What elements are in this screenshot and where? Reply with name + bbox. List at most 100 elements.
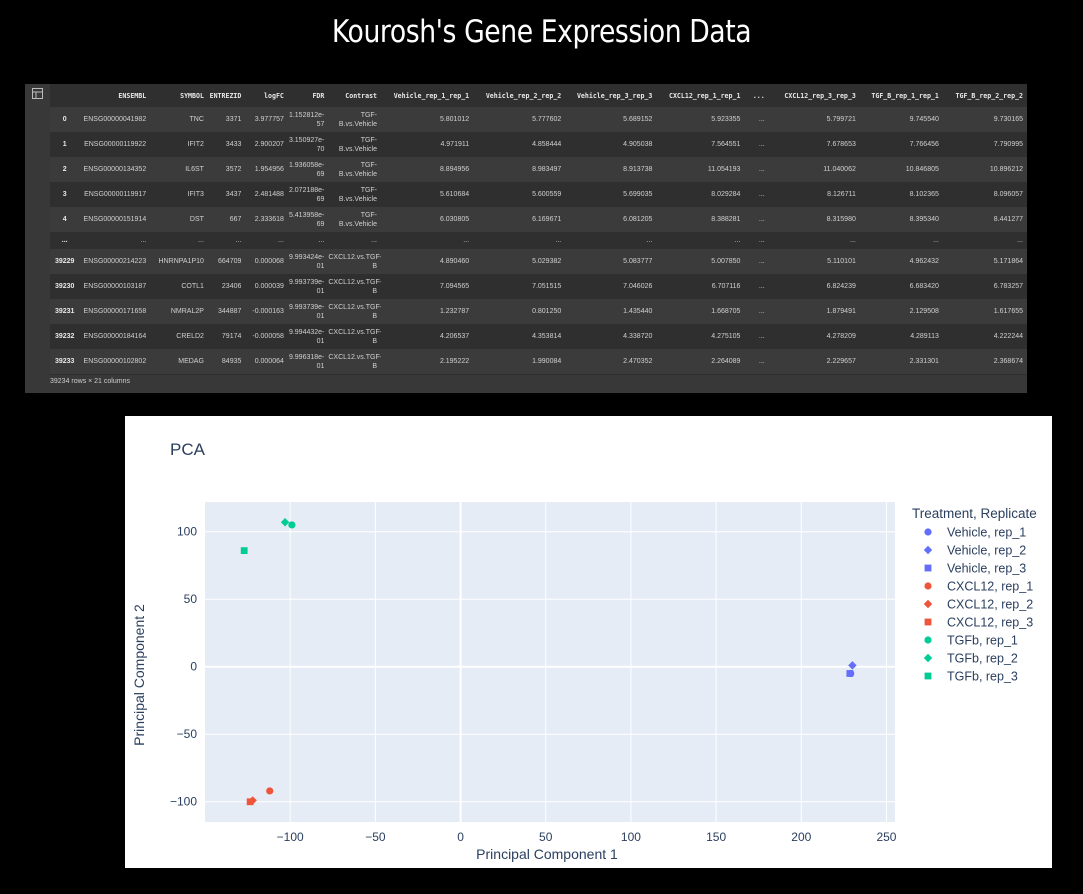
table-row: 39231 ENSG00000171658 NMRAL2P 344887 -0.0001… (50, 299, 1027, 324)
row-index: 3 (50, 182, 80, 207)
table-cell: 9.996318e-01 (287, 349, 329, 374)
legend-marker (923, 545, 933, 555)
table-cell: ENSG00000171658 (79, 299, 151, 324)
legend-title: Treatment, Replicate (912, 506, 1037, 521)
table-row: 3 ENSG00000119917 IFIT3 3437 2.481488 2.07218… (50, 182, 1027, 207)
data-point (246, 798, 254, 806)
column-header: Vehicle_rep_3_rep_3 (565, 84, 657, 107)
table-toggle-icon[interactable] (32, 88, 43, 99)
table-cell: 4.222244 (942, 324, 1027, 349)
table-row: 39232 ENSG00000184164 CRELD2 79174 -0.000058… (50, 324, 1027, 349)
table-cell: TGF-B.vs.Vehicle (328, 182, 382, 207)
legend-item-label: TGFb, rep_3 (947, 670, 1018, 684)
column-header: ENSEMBL (79, 84, 151, 107)
table-cell: 1.668705 (656, 299, 745, 324)
data-point (846, 670, 854, 677)
table-cell: ENSG00000119922 (79, 132, 151, 157)
table-cell: 4.858444 (473, 132, 566, 157)
table-cell: 8.315980 (768, 207, 860, 232)
table-cell: 4.905038 (565, 132, 657, 157)
x-tick-label: 150 (706, 830, 726, 844)
table-row: 4 ENSG00000151914 DST 667 2.333618 5.413958e-… (50, 207, 1027, 232)
legend[interactable]: Treatment, Replicate Vehicle, rep_1 Vehic… (912, 506, 1037, 684)
row-index: 4 (50, 207, 80, 232)
table-cell: 0.000039 (245, 274, 288, 299)
table-row: 39233 ENSG00000102802 MEDAG 84935 0.000064 9.… (50, 349, 1027, 374)
table-cell: 7.094565 (381, 274, 474, 299)
table-cell: TNC (150, 107, 208, 132)
table-cell: ... (245, 232, 288, 249)
table-cell: 8.126711 (768, 182, 860, 207)
table-cell: ... (150, 232, 208, 249)
table-cell: 0.000064 (245, 349, 288, 374)
table-cell: 3572 (207, 157, 246, 182)
table-cell: 8.441277 (942, 207, 1027, 232)
plot-area[interactable]: −100 −50 0 50 100 150 200 250 −100 −50 0 50 100 (170, 502, 897, 844)
table-cell: 1.617655 (942, 299, 1027, 324)
table-cell: 10.846805 (859, 157, 943, 182)
table-cell: 2.129508 (859, 299, 943, 324)
y-tick-label: 50 (184, 592, 198, 606)
table-cell: TGF-B.vs.Vehicle (328, 107, 382, 132)
table-cell: 5.777602 (473, 107, 566, 132)
data-point (288, 521, 296, 529)
table-cell: 4.275105 (656, 324, 745, 349)
table-cell: 6.169671 (473, 207, 566, 232)
table-cell: 3.977757 (245, 107, 288, 132)
dataframe-table: ENSEMBL SYMBOL ENTREZID logFC FDR Contrast Veh… (50, 84, 1027, 374)
table-cell: 2.264089 (656, 349, 745, 374)
table-cell: 344887 (207, 299, 246, 324)
table-cell: ... (942, 232, 1027, 249)
table-cell: 0.801250 (473, 299, 566, 324)
column-header: Vehicle_rep_2_rep_2 (473, 84, 566, 107)
table-cell: ... (744, 349, 769, 374)
table-cell: 6.824239 (768, 274, 860, 299)
legend-item-label: CXCL12, rep_1 (947, 580, 1033, 594)
table-cell: IL6ST (150, 157, 208, 182)
table-cell: 8.983497 (473, 157, 566, 182)
x-tick-label: 200 (791, 830, 811, 844)
table-cell: 4.289113 (859, 324, 943, 349)
y-tick-label: 0 (190, 660, 197, 674)
table-cell: ENSG00000151914 (79, 207, 151, 232)
legend-item-label: CXCL12, rep_2 (947, 598, 1033, 612)
table-cell: -0.000163 (245, 299, 288, 324)
dataframe-table-container[interactable]: ENSEMBL SYMBOL ENTREZID logFC FDR Contrast Veh… (50, 84, 1027, 375)
table-cell: ... (565, 232, 657, 249)
table-cell: COTL1 (150, 274, 208, 299)
table-cell: 7.051515 (473, 274, 566, 299)
legend-item-label: TGFb, rep_1 (947, 634, 1018, 648)
table-cell: 1.954956 (245, 157, 288, 182)
table-cell: 2.333618 (245, 207, 288, 232)
column-header: logFC (245, 84, 288, 107)
table-cell: ENSG00000134352 (79, 157, 151, 182)
table-cell: 4.962432 (859, 249, 943, 274)
table-cell: ... (744, 157, 769, 182)
x-tick-label: 250 (876, 830, 896, 844)
table-cell: -0.000058 (245, 324, 288, 349)
table-cell: ... (79, 232, 151, 249)
table-cell: NMRAL2P (150, 299, 208, 324)
table-cell: ... (744, 232, 769, 249)
table-cell: CXCL12.vs.TGF-B (328, 324, 382, 349)
table-cell: 7.046026 (565, 274, 657, 299)
table-cell: 2.229657 (768, 349, 860, 374)
table-cell: 5.610684 (381, 182, 474, 207)
x-tick-label: 50 (539, 830, 553, 844)
table-cell: TGF-B.vs.Vehicle (328, 132, 382, 157)
table-cell: 664709 (207, 249, 246, 274)
table-cell: 0.000068 (245, 249, 288, 274)
table-cell: 5.923355 (656, 107, 745, 132)
table-cell: 2.481488 (245, 182, 288, 207)
table-cell: 7.564551 (656, 132, 745, 157)
table-cell: 7.766456 (859, 132, 943, 157)
row-index: 39232 (50, 324, 80, 349)
table-cell: 5.110101 (768, 249, 860, 274)
legend-marker (924, 636, 932, 644)
column-header: TGF_B_rep_2_rep_2 (942, 84, 1027, 107)
legend-item-label: Vehicle, rep_2 (947, 544, 1026, 558)
output-gutter (25, 84, 50, 375)
pca-chart[interactable]: PCA −100 −50 0 50 100 150 200 250 −100 −50 0 50 100 … (125, 416, 1052, 868)
table-cell: IFIT2 (150, 132, 208, 157)
table-cell: ENSG00000102802 (79, 349, 151, 374)
